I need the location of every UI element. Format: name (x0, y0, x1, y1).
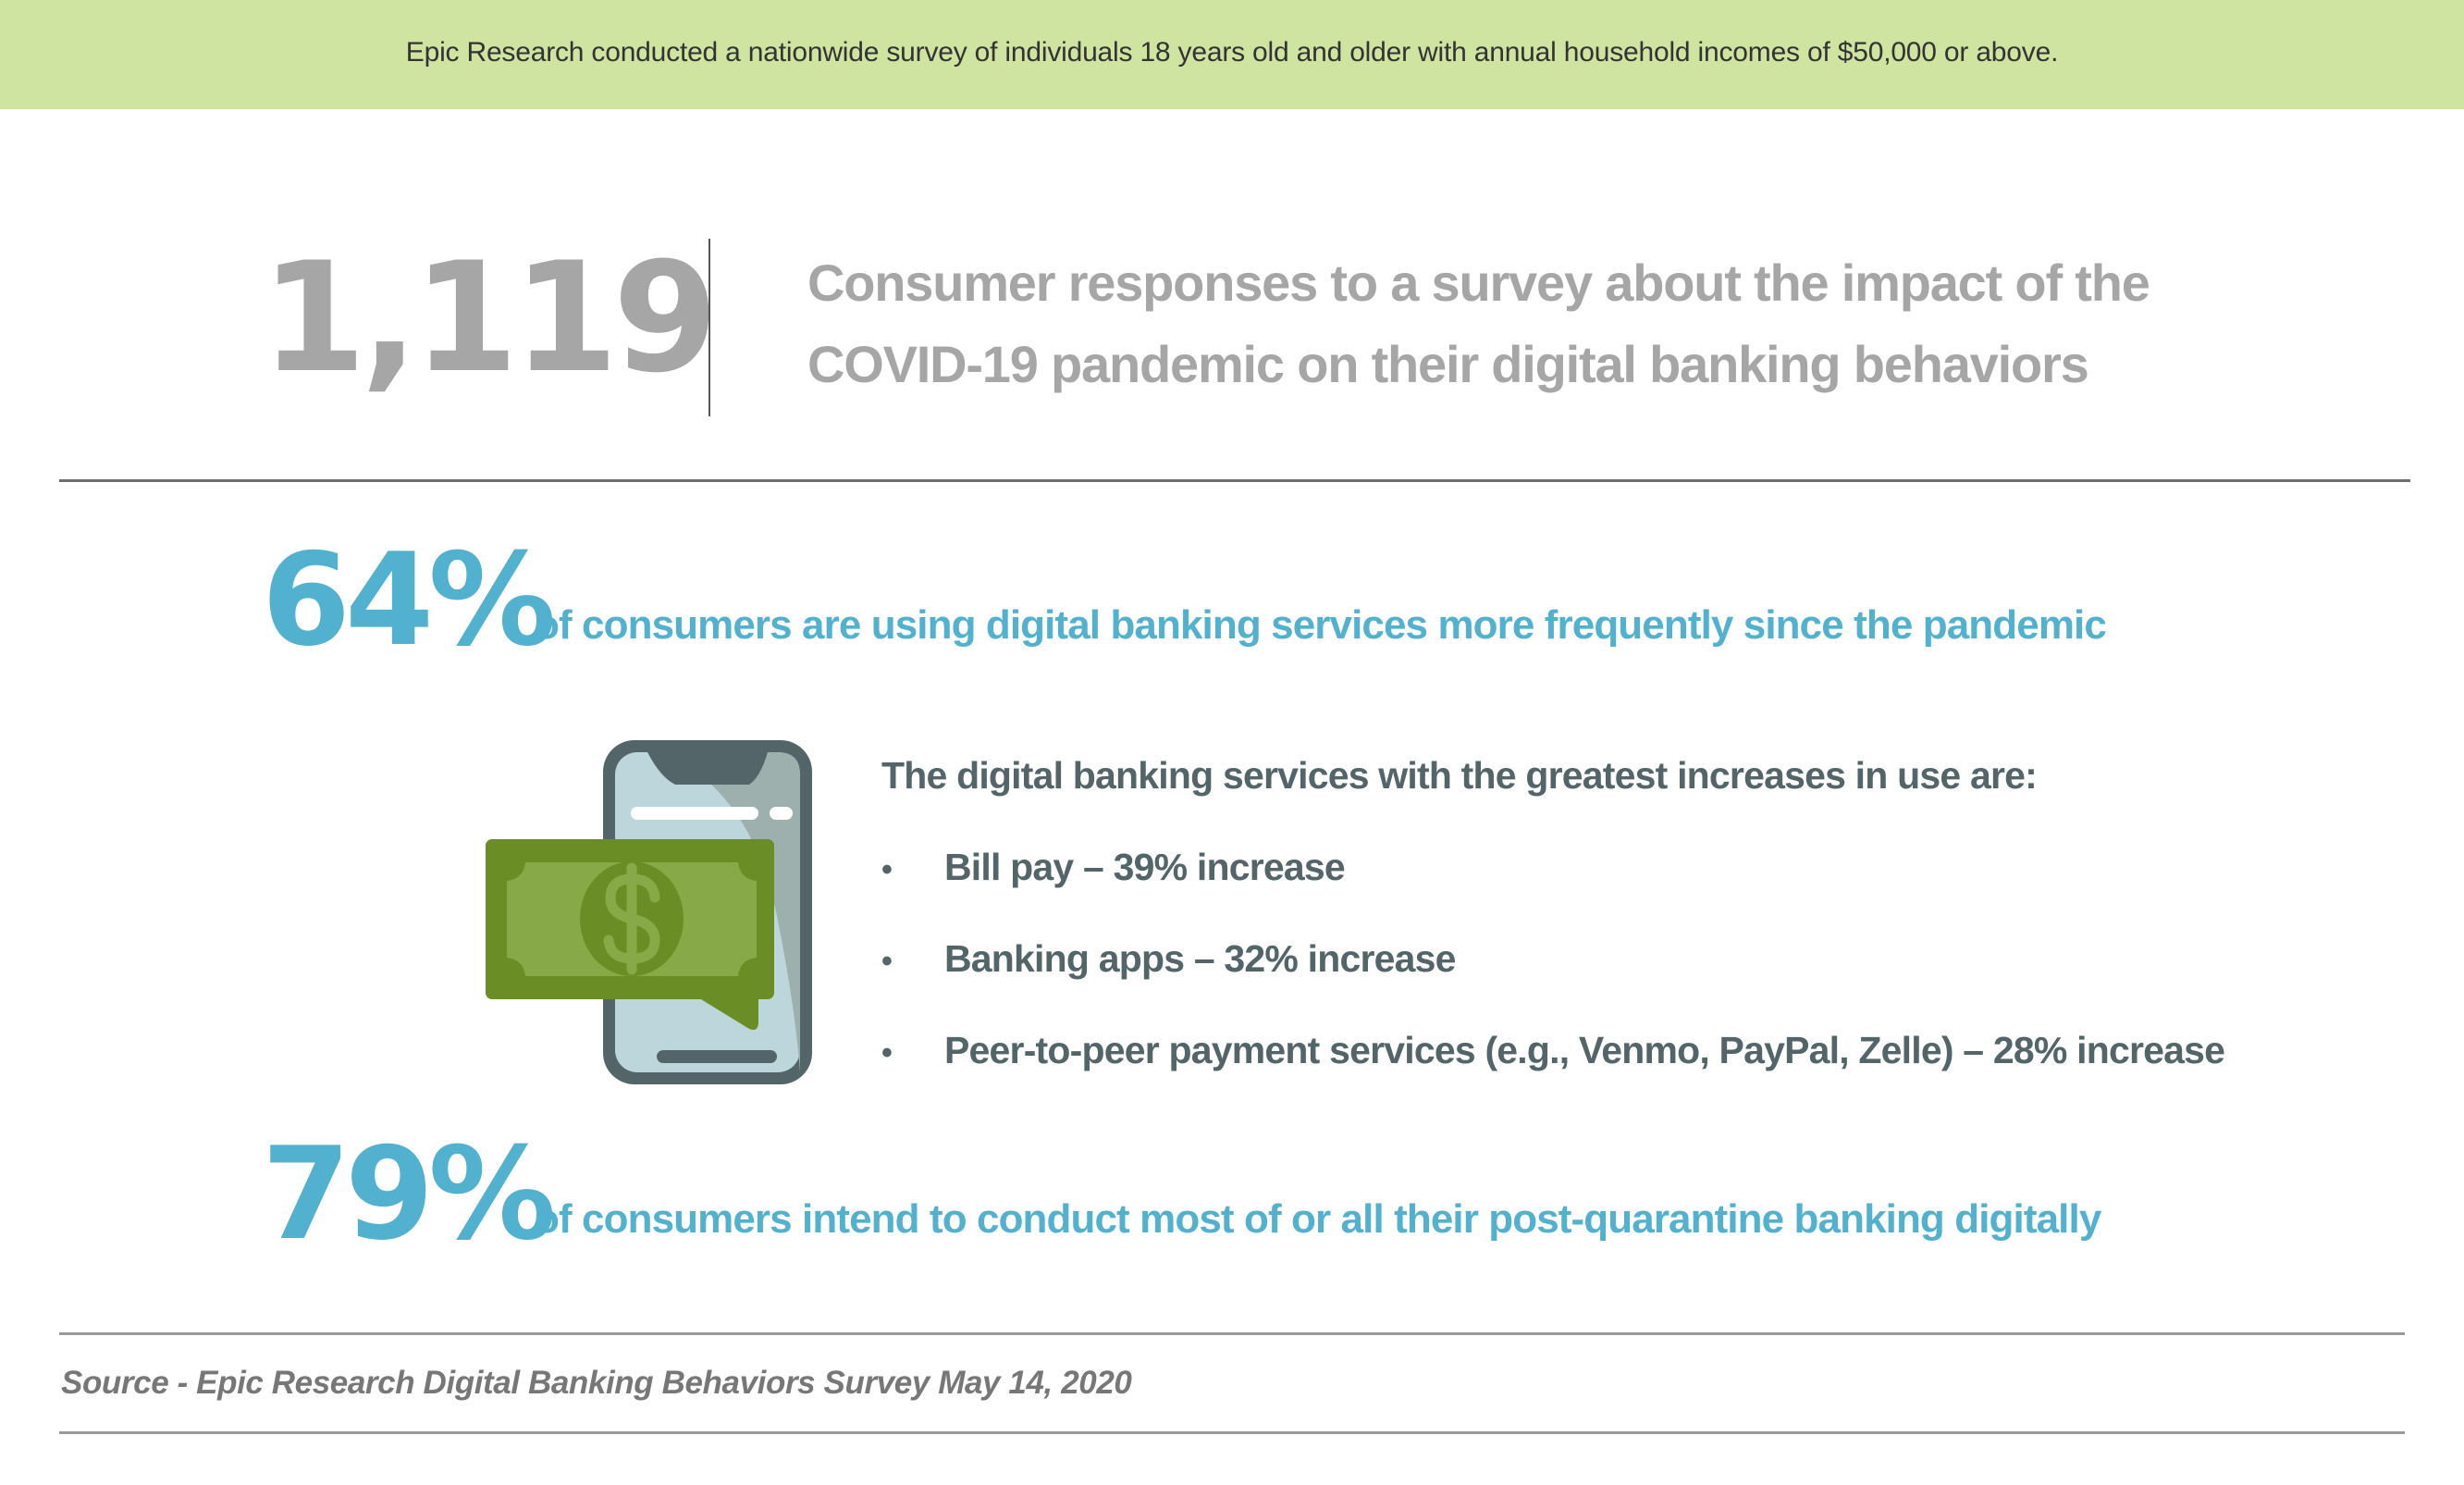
footer-rule-bottom (59, 1431, 2405, 1434)
headline-line-1: Consumer responses to a survey about the… (807, 254, 2150, 312)
source-citation: Source - Epic Research Digital Banking B… (61, 1365, 1132, 1401)
banner-text: Epic Research conducted a nationwide sur… (405, 37, 2059, 68)
list-item-label: Bill pay – 39% increase (944, 846, 1346, 888)
list-item-label: Banking apps – 32% increase (944, 937, 1456, 980)
bullet-icon: • (881, 852, 893, 887)
services-heading: The digital banking services with the gr… (881, 754, 2038, 797)
section-divider (59, 479, 2410, 482)
stat-value-79: 79% (262, 1120, 556, 1268)
phone-money-icon (481, 731, 823, 1087)
survey-banner: Epic Research conducted a nationwide sur… (0, 0, 2464, 109)
summary-headline: Consumer responses to a survey about the… (807, 242, 2287, 405)
bullet-icon: • (881, 1035, 893, 1070)
vertical-divider (708, 239, 710, 416)
list-item: • Peer-to-peer payment services (e.g., Ve… (881, 1029, 2225, 1072)
respondent-count: 1,119 (261, 229, 719, 406)
stat-text-64: of consumers are using digital banking s… (535, 602, 2107, 648)
bullet-icon: • (881, 944, 893, 979)
headline-line-2: COVID-19 pandemic on their digital banki… (807, 335, 2089, 393)
stat-value-64: 64% (262, 526, 556, 674)
stat-text-79: of consumers intend to conduct most of o… (535, 1196, 2101, 1242)
footer-rule-top (59, 1332, 2405, 1335)
list-item: • Banking apps – 32% increase (881, 937, 1456, 981)
list-item: • Bill pay – 39% increase (881, 846, 1346, 889)
list-item-label: Peer-to-peer payment services (e.g., Ven… (944, 1029, 2225, 1071)
